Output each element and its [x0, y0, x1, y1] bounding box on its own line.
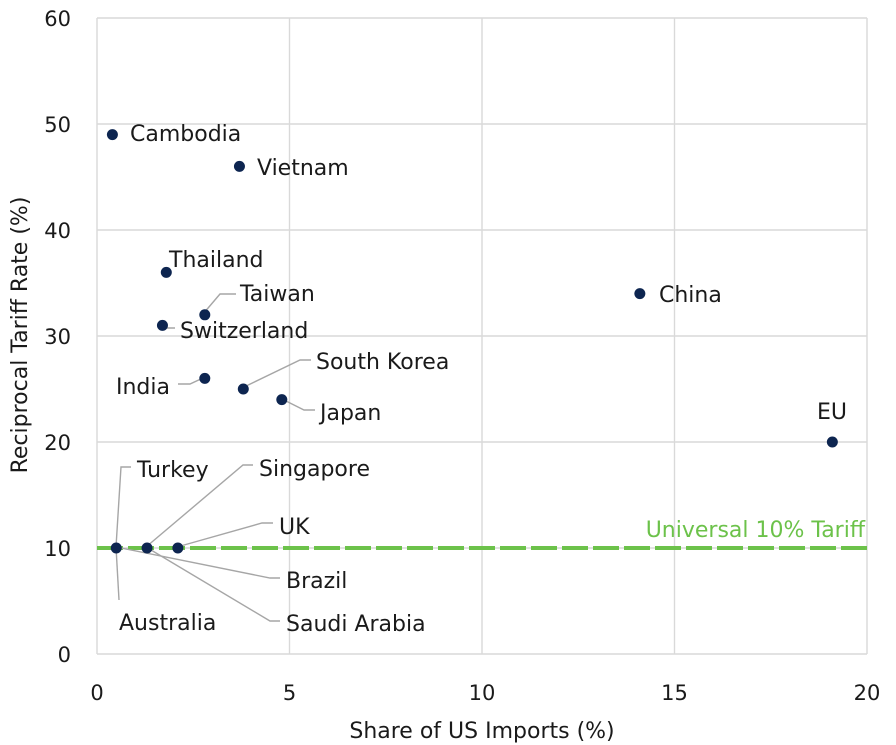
- data-point: [233, 160, 245, 172]
- leader-line: [145, 546, 280, 622]
- x-tick-label: 0: [90, 681, 103, 705]
- y-tick-label: 30: [44, 325, 71, 349]
- y-tick-label: 20: [44, 431, 71, 455]
- y-tick-label: 10: [44, 537, 71, 561]
- data-point: [160, 266, 172, 278]
- point-label: Thailand: [168, 248, 263, 273]
- point-label: Cambodia: [130, 122, 241, 147]
- y-tick-label: 0: [58, 643, 71, 667]
- universal-tariff-label: Universal 10% Tariff: [646, 518, 866, 543]
- point-label: Brazil: [286, 569, 347, 594]
- y-tick-label: 60: [44, 7, 71, 31]
- leader-line: [145, 464, 253, 548]
- leader-line: [115, 466, 131, 548]
- point-labels: Cambodia Vietnam Thailand Taiwan Switzerland…: [116, 122, 847, 637]
- x-tick-label: 20: [854, 681, 881, 705]
- leader-line: [176, 522, 273, 548]
- reference-line-group: Universal 10% Tariff: [97, 518, 867, 550]
- point-label: Switzerland: [180, 319, 308, 344]
- y-axis-title: Reciprocal Tariff Rate (%): [8, 197, 33, 474]
- data-points: [106, 129, 838, 554]
- point-label: China: [659, 283, 722, 308]
- data-point: [156, 319, 168, 331]
- x-tick-label: 5: [283, 681, 296, 705]
- point-label: Turkey: [136, 458, 209, 483]
- point-label: EU: [817, 400, 847, 425]
- point-label: Saudi Arabia: [286, 612, 426, 637]
- point-label: Japan: [318, 401, 381, 426]
- data-point: [106, 129, 118, 141]
- leader-line: [281, 398, 315, 411]
- point-label: Vietnam: [257, 156, 349, 181]
- x-tick-label: 10: [469, 681, 496, 705]
- point-label: UK: [279, 515, 310, 540]
- data-point: [826, 436, 838, 448]
- data-point: [110, 542, 122, 554]
- data-point: [199, 309, 211, 321]
- data-point: [276, 394, 288, 406]
- data-point: [237, 383, 249, 395]
- leader-line: [202, 293, 236, 315]
- data-point: [172, 542, 184, 554]
- tick-labels: 0 5 10 15 20 0 10 20 30 40 50 60: [44, 7, 880, 705]
- point-label: South Korea: [316, 350, 449, 375]
- leader-line: [241, 359, 311, 389]
- data-point: [199, 372, 211, 384]
- point-label: Taiwan: [239, 282, 315, 307]
- point-label: Australia: [119, 611, 216, 636]
- data-point: [141, 542, 153, 554]
- leader-line: [115, 546, 280, 579]
- y-tick-label: 50: [44, 113, 71, 137]
- data-point: [634, 288, 646, 300]
- y-tick-label: 40: [44, 219, 71, 243]
- point-label: India: [116, 375, 170, 400]
- leader-line: [178, 377, 204, 385]
- x-tick-label: 15: [661, 681, 688, 705]
- leader-line: [115, 546, 120, 601]
- label-leader-lines: [115, 293, 315, 622]
- x-axis-title: Share of US Imports (%): [349, 719, 614, 744]
- point-label: Singapore: [259, 457, 370, 482]
